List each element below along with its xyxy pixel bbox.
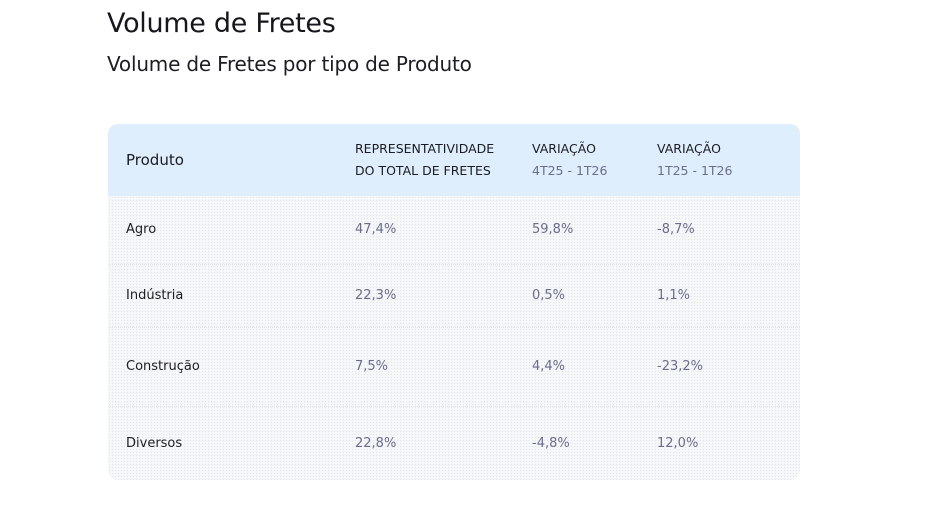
table-row: Indústria 22,3% 0,5% 1,1% (108, 263, 800, 327)
cell-variacao-trimestral: 0,5% (514, 263, 639, 327)
cell-representatividade: 7,5% (337, 326, 514, 406)
table-header-row: Produto REPRESENTATIVIDADE DO TOTAL DE F… (108, 124, 800, 196)
cell-representatividade: 22,8% (337, 405, 514, 480)
header-produto: Produto (126, 151, 184, 169)
freight-volume-table-card: Produto REPRESENTATIVIDADE DO TOTAL DE F… (108, 124, 800, 480)
header-variacao-anual-line1: VARIAÇÃO (657, 141, 721, 156)
cell-variacao-anual: 1,1% (639, 263, 800, 327)
page-title: Volume de Fretes (107, 8, 336, 39)
cell-variacao-anual: 12,0% (639, 405, 800, 480)
cell-produto: Construção (108, 326, 337, 406)
page-subtitle: Volume de Fretes por tipo de Produto (107, 52, 472, 76)
header-representatividade-line1: REPRESENTATIVIDADE (355, 141, 495, 156)
cell-variacao-trimestral: -4,8% (514, 405, 639, 480)
cell-produto: Indústria (108, 263, 337, 327)
header-variacao-trimestral-line2: 4T25 - 1T26 (532, 163, 608, 178)
table-row: Construção 7,5% 4,4% -23,2% (108, 326, 800, 406)
cell-variacao-anual: -23,2% (639, 326, 800, 406)
header-representatividade: REPRESENTATIVIDADE DO TOTAL DE FRETES (337, 124, 514, 196)
table-row: Diversos 22,8% -4,8% 12,0% (108, 405, 800, 480)
cell-variacao-trimestral: 59,8% (532, 222, 574, 238)
cell-produto: Agro (126, 222, 157, 238)
freight-volume-table: Produto REPRESENTATIVIDADE DO TOTAL DE F… (108, 124, 800, 480)
header-variacao-trimestral-line1: VARIAÇÃO (532, 141, 596, 156)
table-row: Agro 47,4% 59,8% -8,7% (108, 196, 800, 264)
cell-variacao-trimestral: 4,4% (514, 326, 639, 406)
header-representatividade-line2: DO TOTAL DE FRETES (355, 163, 491, 178)
header-variacao-trimestral: VARIAÇÃO 4T25 - 1T26 (514, 124, 639, 196)
cell-variacao-anual: -8,7% (657, 222, 695, 238)
cell-produto: Diversos (108, 405, 337, 480)
header-variacao-anual: VARIAÇÃO 1T25 - 1T26 (639, 124, 800, 196)
cell-representatividade: 47,4% (355, 222, 397, 238)
header-variacao-anual-line2: 1T25 - 1T26 (657, 163, 733, 178)
cell-representatividade: 22,3% (337, 263, 514, 327)
